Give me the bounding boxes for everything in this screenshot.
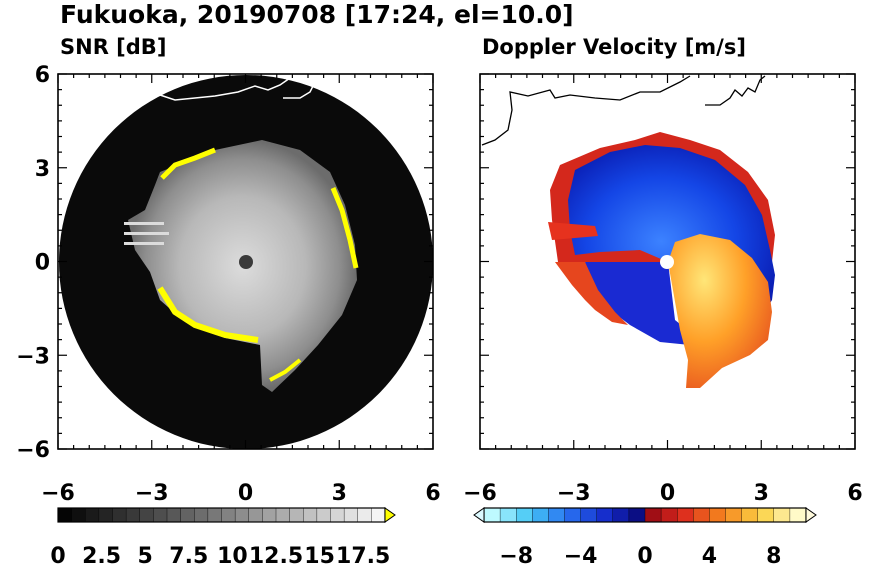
snr-x-tick-label: −6 [41, 481, 75, 506]
snr-spoke [124, 232, 169, 235]
velocity-coastline [481, 75, 766, 146]
snr-colorbar-segment [112, 507, 127, 523]
snr-x-tick-label: 3 [332, 481, 347, 506]
snr-colorbar-label: 5 [138, 544, 153, 569]
snr-radar-center [239, 255, 253, 269]
velocity-colorbar-segment [644, 507, 662, 523]
velocity-colorbar-segment [693, 507, 711, 523]
snr-y-tick-label: −3 [16, 344, 50, 369]
velocity-colorbar-segment [773, 507, 791, 523]
velocity-colorbar-segment [709, 507, 727, 523]
snr-colorbar-segment [180, 507, 195, 523]
snr-colorbar-segment [357, 507, 373, 523]
velocity-x-tick-label: 3 [754, 481, 769, 506]
snr-colorbar-label: 10 [217, 544, 248, 569]
velocity-colorbar-label: 0 [637, 544, 652, 569]
snr-colorbar-label: 7.5 [169, 544, 208, 569]
snr-colorbar-segment [85, 507, 100, 523]
velocity-colorbar-segment [789, 507, 807, 523]
snr-x-tick-label: 0 [238, 481, 253, 506]
velocity-colorbar-segment [516, 507, 534, 523]
snr-colorbar-segment [221, 507, 236, 523]
snr-y-tick-label: 6 [35, 63, 50, 88]
velocity-colorbar-segment [532, 507, 550, 523]
snr-colorbar-segment [262, 507, 277, 523]
snr-colorbar-extend-max [384, 507, 396, 523]
velocity-warm-region [668, 234, 772, 388]
snr-coastline [159, 75, 331, 101]
velocity-colorbar-segment [725, 507, 743, 523]
snr-y-tick-label: −6 [16, 438, 50, 463]
snr-colorbar-segment [207, 507, 223, 523]
snr-colorbar-segment [289, 507, 304, 523]
velocity-radar-center [660, 255, 674, 269]
snr-colorbar-segment [248, 507, 264, 523]
velocity-colorbar-segment [628, 507, 646, 523]
snr-spoke [124, 242, 164, 245]
velocity-colorbar-segment [660, 507, 678, 523]
snr-x-tick-label: 6 [425, 481, 440, 506]
velocity-colorbar-segment [596, 507, 614, 523]
velocity-colorbar-segment [564, 507, 582, 523]
snr-colorbar-label: 12.5 [249, 544, 303, 569]
snr-edge-east [330, 187, 359, 269]
snr-edge-north [160, 147, 216, 180]
velocity-colorbar-segment [741, 507, 759, 523]
velocity-colorbar-segment [548, 507, 566, 523]
snr-colorbar-segment [330, 507, 345, 523]
velocity-red-west-spoke [548, 222, 598, 240]
snr-edge-sw [269, 358, 302, 382]
velocity-colorbar-extend-min [473, 507, 485, 523]
velocity-colorbar-segment [499, 507, 517, 523]
figure-title: Fukuoka, 20190708 [17:24, el=10.0] [60, 0, 574, 29]
snr-colorbar-label: 15 [304, 544, 335, 569]
snr-panel-title: SNR [dB] [60, 35, 167, 59]
velocity-colorbar-segment [483, 507, 501, 523]
velocity-colorbar-segment [757, 507, 775, 523]
snr-colorbar-segment [343, 507, 359, 523]
snr-colorbar-segment [153, 507, 168, 523]
snr-panel [59, 75, 433, 449]
snr-x-tick-label: −3 [135, 481, 169, 506]
snr-colorbar-label: 17.5 [336, 544, 390, 569]
velocity-colorbar-label: −8 [499, 544, 533, 569]
snr-y-tick-label: 0 [35, 251, 50, 276]
velocity-colorbar-label: −4 [564, 544, 598, 569]
velocity-south-west-blue [585, 262, 700, 345]
velocity-panel [481, 75, 775, 388]
velocity-x-tick-label: 6 [847, 481, 862, 506]
snr-colorbar-segment [316, 507, 332, 523]
velocity-colorbar-segment [677, 507, 695, 523]
velocity-x-tick-label: −3 [557, 481, 591, 506]
velocity-x-tick-label: 0 [660, 481, 675, 506]
snr-colorbar-segment [194, 507, 209, 523]
velocity-colorbar-segment [580, 507, 598, 523]
snr-colorbar-segment [275, 507, 291, 523]
snr-colorbar-segment [166, 507, 182, 523]
snr-colorbar-segment [125, 507, 141, 523]
velocity-red-southwest [555, 262, 628, 325]
snr-y-tick-label: 3 [35, 157, 50, 182]
velocity-colorbar-label: 4 [702, 544, 717, 569]
snr-colorbar-segment [303, 507, 318, 523]
velocity-colorbar-segment [612, 507, 630, 523]
snr-colorbar-segment [139, 507, 155, 523]
snr-colorbar-segment [234, 507, 250, 523]
snr-colorbar-segment [71, 507, 86, 523]
snr-colorbar-segment [371, 507, 386, 523]
snr-colorbar-segment [57, 507, 73, 523]
velocity-x-tick-label: −6 [463, 481, 497, 506]
velocity-colorbar-extend-max [805, 507, 817, 523]
velocity-colorbar-label: 8 [766, 544, 781, 569]
snr-colorbar-label: 0 [50, 544, 65, 569]
snr-spoke [124, 222, 164, 225]
snr-colorbar-segment [98, 507, 114, 523]
velocity-panel-title: Doppler Velocity [m/s] [482, 35, 746, 59]
snr-edge-south [157, 286, 259, 343]
snr-colorbar-label: 2.5 [82, 544, 121, 569]
